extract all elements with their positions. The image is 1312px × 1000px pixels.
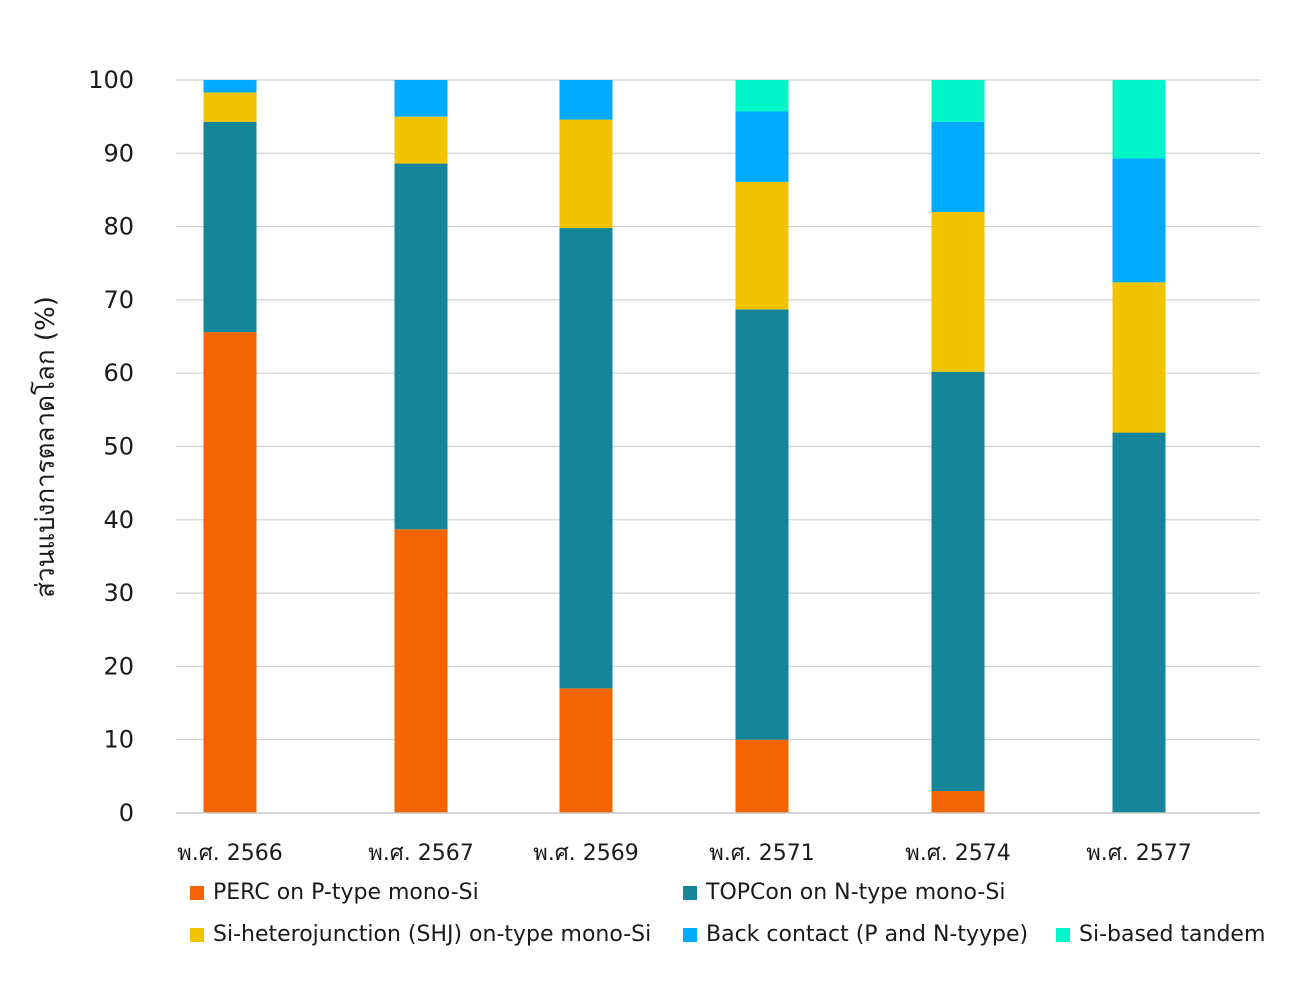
bar-segment xyxy=(559,688,613,813)
bar-segment xyxy=(203,332,257,813)
bar-segment xyxy=(203,121,257,333)
y-axis-ticks: 0 10 20 30 40 50 60 70 80 90 100 xyxy=(88,66,134,827)
bar-stack xyxy=(203,80,257,813)
y-tick-label: 80 xyxy=(103,213,134,241)
bar-segment xyxy=(735,739,789,813)
bar-segment xyxy=(931,791,985,813)
y-tick-label: 20 xyxy=(103,652,134,680)
bar-segment xyxy=(203,92,257,122)
bar-segment xyxy=(559,119,613,229)
y-tick-label: 70 xyxy=(103,286,134,314)
bar-segment xyxy=(735,309,789,740)
bar-segment xyxy=(735,181,789,310)
y-axis-title: ส่วนแบ่งการตลาดโลก (%) xyxy=(30,296,61,598)
bar-segment xyxy=(931,121,985,212)
bar-segment xyxy=(735,111,789,182)
bar-segment xyxy=(394,80,448,117)
y-tick-label: 60 xyxy=(103,359,134,387)
bar-stack xyxy=(559,80,613,813)
x-category-label: พ.ศ. 2577 xyxy=(1086,841,1191,866)
bar-segment xyxy=(1112,158,1166,283)
x-axis-categories: พ.ศ. 2566 พ.ศ. 2567 พ.ศ. 2569 พ.ศ. 2571 พ.ศ.… xyxy=(177,841,1191,866)
bar-segment xyxy=(931,211,985,372)
x-category-label: พ.ศ. 2567 xyxy=(368,841,473,866)
bars xyxy=(203,80,1166,813)
y-tick-label: 10 xyxy=(103,726,134,754)
bar-stack xyxy=(931,80,985,813)
bar-segment xyxy=(735,80,789,112)
y-tick-label: 40 xyxy=(103,506,134,534)
y-tick-label: 50 xyxy=(103,433,134,461)
bar-segment xyxy=(1112,282,1166,433)
bar-segment xyxy=(559,80,613,120)
x-category-label: พ.ศ. 2574 xyxy=(905,841,1010,866)
x-category-label: พ.ศ. 2571 xyxy=(709,841,814,866)
y-tick-label: 0 xyxy=(119,799,134,827)
bar-segment xyxy=(394,163,448,530)
y-tick-label: 30 xyxy=(103,579,134,607)
y-tick-label: 100 xyxy=(88,66,134,94)
y-tick-label: 90 xyxy=(103,139,134,167)
bar-segment xyxy=(559,228,613,689)
bar-segment xyxy=(394,116,448,164)
gridlines xyxy=(176,79,1260,741)
bar-stack xyxy=(735,80,789,813)
bar-stack xyxy=(394,80,448,813)
bar-segment xyxy=(931,371,985,792)
bar-stack xyxy=(1112,80,1166,813)
bar-segment xyxy=(1112,80,1166,159)
bar-segment xyxy=(394,529,448,813)
bar-segment xyxy=(1112,432,1166,813)
x-category-label: พ.ศ. 2569 xyxy=(533,841,638,866)
bar-segment xyxy=(203,80,257,93)
x-category-label: พ.ศ. 2566 xyxy=(177,841,282,866)
bar-segment xyxy=(931,80,985,122)
